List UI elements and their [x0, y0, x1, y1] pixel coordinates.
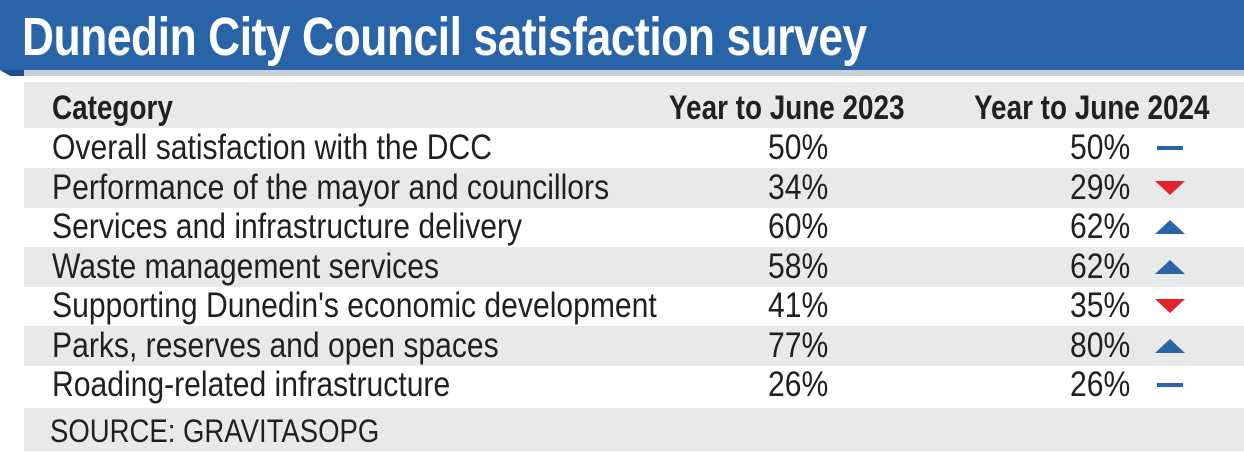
category-cell: Roading-related infrastructure — [52, 365, 451, 404]
category-cell: Overall satisfaction with the DCC — [52, 128, 492, 167]
category-cell: Parks, reserves and open spaces — [52, 325, 499, 365]
source-note: SOURCE: GRAVITASOPG — [50, 413, 380, 449]
category-cell: Supporting Dunedin's economic developmen… — [52, 286, 657, 325]
banner-fold — [0, 70, 24, 76]
source-bar: SOURCE: GRAVITASOPG — [24, 408, 1244, 451]
trend-down-icon — [1155, 180, 1185, 195]
banner-fill — [0, 0, 1244, 70]
table-row: Parks, reserves and open spaces 77% 80% — [24, 325, 1244, 366]
category-cell: Services and infrastructure delivery — [52, 207, 523, 246]
value-2023-cell: 58% — [768, 246, 829, 286]
table-row: Roading-related infrastructure 26% 26% — [24, 365, 1244, 405]
category-cell: Waste management services — [52, 246, 439, 286]
chart-title: Dunedin City Council satisfaction survey — [22, 7, 867, 67]
trend-up-icon — [1155, 259, 1185, 274]
table-row: Performance of the mayor and councillors… — [24, 167, 1244, 208]
banner-background — [0, 0, 1244, 76]
trend-up-icon — [1155, 220, 1185, 234]
value-2023-cell: 60% — [768, 207, 829, 246]
title-banner: Dunedin City Council satisfaction survey — [0, 0, 1244, 76]
trend-same-icon — [1157, 146, 1183, 150]
table-row: Overall satisfaction with the DCC 50% 50% — [24, 128, 1244, 168]
column-header-category: Category — [52, 89, 173, 127]
column-header-2024: Year to June 2024 — [974, 89, 1210, 127]
value-2023-cell: 50% — [768, 128, 829, 167]
table-row: Supporting Dunedin's economic developmen… — [24, 286, 1244, 326]
column-header-2023: Year to June 2023 — [669, 89, 905, 127]
value-2023-cell: 77% — [768, 325, 829, 365]
value-2024-cell: 62% — [1070, 207, 1131, 246]
value-2023-cell: 41% — [768, 286, 829, 325]
table-row: Services and infrastructure delivery 60% 6… — [24, 207, 1244, 247]
value-2024-cell: 50% — [1070, 128, 1131, 167]
table-row: Waste management services 58% 62% — [24, 246, 1244, 287]
value-2024-cell: 29% — [1070, 167, 1131, 207]
value-2024-cell: 26% — [1070, 365, 1131, 404]
value-2024-cell: 35% — [1070, 286, 1131, 325]
value-2023-cell: 26% — [768, 365, 829, 404]
value-2024-cell: 80% — [1070, 325, 1131, 365]
value-2024-cell: 62% — [1070, 246, 1131, 286]
value-2023-cell: 34% — [768, 167, 829, 207]
table-header-row: Category Year to June 2023 Year to June … — [24, 82, 1244, 128]
survey-table: Category Year to June 2023 Year to June … — [24, 76, 1244, 451]
trend-up-icon — [1155, 338, 1185, 353]
category-cell: Performance of the mayor and councillors — [52, 167, 610, 207]
trend-same-icon — [1157, 383, 1183, 387]
trend-down-icon — [1155, 299, 1185, 313]
